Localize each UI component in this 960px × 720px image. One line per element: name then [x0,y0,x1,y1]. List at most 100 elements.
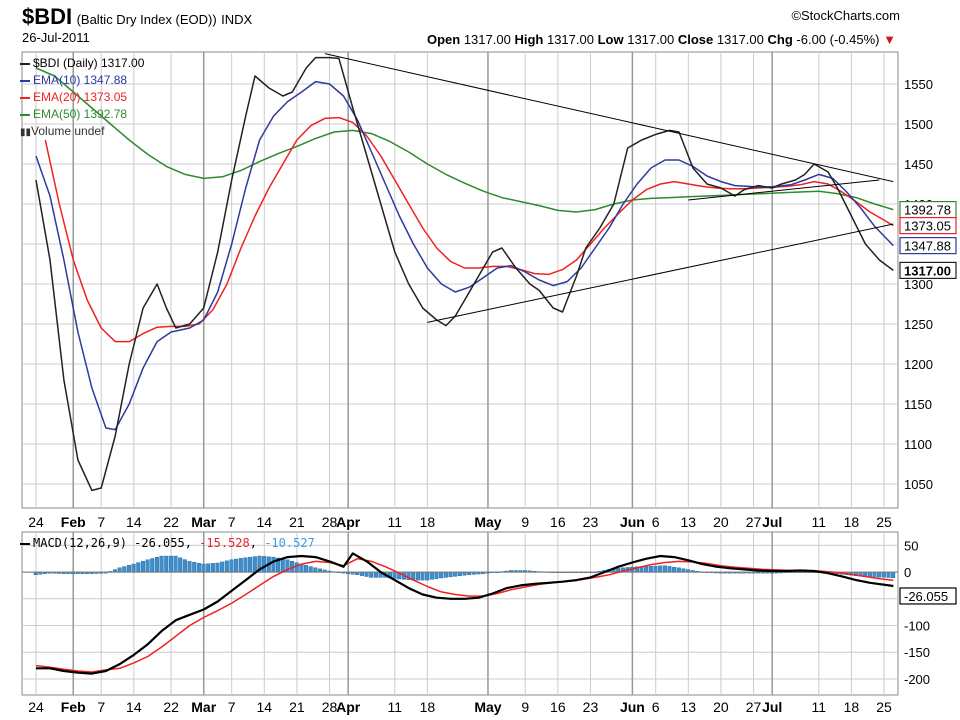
macd-histogram-bar [122,566,127,573]
value-tag-text-ema50: 1392.78 [904,203,951,218]
macd-y-tick-label: -100 [904,619,930,634]
macd-histogram-bar [173,555,178,573]
value-tag-price [899,261,957,279]
ohlc-readout: Open 1317.00 High 1317.00 Low 1317.00 Cl… [427,32,896,47]
price-x-tick-label: 23 [583,514,599,530]
macd-histogram-bar [308,566,313,573]
close-label: Close [677,32,714,47]
macd-histogram-bar [178,557,183,573]
macd-x-tick-label: 21 [289,699,305,715]
macd-x-tick-label: Jul [762,699,782,715]
macd-histogram-bar [168,555,173,573]
legend-ema10: EMA(10) 1347.88 [20,73,127,87]
macd-x-tick-label: 11 [387,699,402,715]
macd-x-tick-label: Apr [336,699,361,715]
legend-ema50: EMA(50) 1392.78 [20,107,127,121]
exchange: INDX [221,12,253,27]
macd-x-tick-label: 6 [652,699,660,715]
macd-x-tick-label: 22 [163,699,179,715]
macd-histogram-bar [448,571,453,578]
mid-trendline [688,179,880,201]
macd-histogram-bar [238,558,243,573]
price-x-tick-label: 7 [228,514,236,530]
price-x-tick-label: 7 [97,514,105,530]
series-line-macd_line [36,552,894,675]
macd-histogram-bar [373,571,378,578]
macd-histogram-bar [364,571,369,577]
price-x-tick-label: 25 [876,514,892,530]
macd-x-tick-label: 23 [583,699,599,715]
legend-signal-text: -15.528 [199,536,250,550]
legend-ema20-text: EMA(20) 1373.05 [33,90,128,104]
macd-x-tick-label: Mar [191,699,216,715]
macd-histogram-bar [201,563,206,573]
macd-histogram-bar [457,571,462,577]
macd-histogram-bar [877,571,882,578]
macd-histogram-bar [676,567,681,573]
macd-histogram-bar [453,571,458,577]
macd-histogram-bar [420,571,425,581]
macd-histogram-bar [392,571,397,579]
macd-x-tick-label: 28 [322,699,338,715]
legend-macd-text: MACD(12,26,9) -26.055 [33,536,185,550]
price-x-tick-label: Apr [336,514,361,530]
macd-x-tick-label: 24 [28,699,44,715]
macd-histogram-bar [304,565,309,573]
macd-histogram-bar [644,566,649,573]
series-line-ema50 [35,67,894,213]
macd-histogram-bar [271,556,276,573]
macd-y-tick-label: 50 [904,538,918,553]
open-value: 1317.00 [463,32,511,47]
macd-histogram-bar [359,571,364,576]
macd-histogram-bar [667,566,672,573]
macd-histogram-bar [229,559,234,573]
price-x-tick-label: 20 [713,514,729,530]
macd-histogram-bar [313,567,318,573]
chart-date: 26-Jul-2011 [22,30,90,45]
macd-histogram-bar [262,556,267,573]
macd-histogram-bar [425,571,430,581]
macd-histogram-bar [150,558,155,573]
macd-histogram-bar [145,559,150,573]
volume-bars-icon: ▮▮ [20,127,32,138]
price-panel-frame [21,51,899,509]
price-x-tick-label: 28 [322,514,338,530]
macd-x-tick-label: May [474,699,501,715]
macd-histogram-bar [131,563,136,573]
macd-x-tick-label: 14 [257,699,273,715]
price-x-tick-label: 9 [521,514,529,530]
legend-hist-text: -10.527 [264,536,315,550]
value-tag-text-price: 1317.00 [904,263,951,278]
macd-histogram-bar [210,563,215,573]
macd-histogram-bar [369,571,374,578]
series-line-ema20 [44,116,894,343]
high-value: 1317.00 [546,32,594,47]
value-tag-ema10 [899,237,957,255]
macd-histogram-bar [159,555,164,573]
macd-histogram-bar [117,567,122,573]
series-line-ema10 [35,80,894,431]
macd-histogram-bar [415,571,420,581]
price-x-tick-label: 24 [28,514,44,530]
price-panel: 1050110011501200125013001350140014501500… [21,51,957,530]
macd-value-tag-text: -26.055 [904,589,948,604]
macd-histogram-bar [206,563,211,573]
value-tag-text-ema10: 1347.88 [904,239,951,254]
series-line-price [35,56,894,492]
macd-x-tick-label: 25 [876,699,892,715]
price-x-tick-label: 16 [550,514,566,530]
macd-x-tick-label: 16 [550,699,566,715]
legend-price-text: $BDI (Daily) 1317.00 [33,56,145,70]
legend-ema10-text: EMA(10) 1347.88 [33,73,128,87]
legend-ema50-text: EMA(50) 1392.78 [33,107,128,121]
macd-histogram-bar [439,571,444,579]
price-x-tick-label: May [474,514,501,530]
price-x-tick-label: 13 [681,514,697,530]
legend-macd: MACD(12,26,9) -26.055, -15.528, -10.527 [20,536,315,550]
macd-histogram-bar [140,561,145,573]
price-y-tick-label: 1300 [904,277,933,292]
macd-histogram-bar [867,571,872,577]
price-y-tick-label: 1050 [904,477,933,492]
macd-value-tag [899,587,957,605]
legend-macd-swatch [20,542,30,545]
